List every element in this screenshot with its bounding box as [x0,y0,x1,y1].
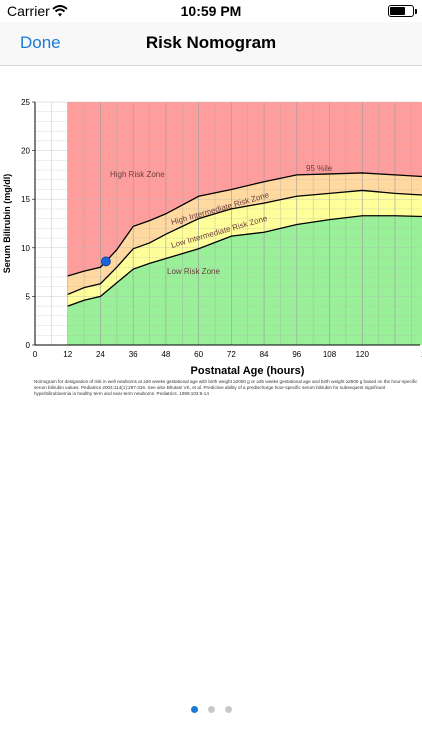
status-bar: Carrier 10:59 PM [0,0,422,22]
x-tick-label: 84 [260,350,269,359]
page-control[interactable] [0,700,422,718]
carrier-label: Carrier [7,3,50,19]
x-axis-label: Postnatal Age (hours) [191,365,305,377]
page-dot[interactable] [190,706,198,713]
high-risk-zone [67,102,422,276]
page-title: Risk Nomogram [145,33,277,52]
x-tick-label: 120 [356,350,370,359]
x-tick-label: 12 [63,350,72,359]
y-axis-label: Serum Bilirubin (mg/dl) [2,174,12,274]
done-button[interactable]: Done [20,33,61,52]
x-tick-label: 0 [33,350,38,359]
percentile-line-1 [67,189,422,296]
y-tick-label: 25 [21,98,30,107]
x-tick-label: 60 [194,350,203,359]
x-tick-label: 108 [323,350,337,359]
x-tick-label: 24 [96,350,105,359]
low-risk-zone [67,215,422,345]
percentile-line-2 [67,215,422,307]
battery-icon [388,5,417,17]
page-dot[interactable] [207,706,215,713]
wifi-icon [52,4,68,20]
chart-svg: 051015202501224364860728496108120144Post… [2,98,422,377]
page-dot[interactable] [224,706,232,713]
y-tick-label: 5 [26,292,31,301]
percentile-95-label: 95 %ile [306,164,333,173]
navigation-bar: Done Risk Nomogram [0,22,422,66]
chart-caption: Nomogram for designation of risk in well… [34,379,418,396]
y-tick-label: 0 [26,341,31,350]
low-intermediate-risk-zone [67,190,422,307]
y-tick-label: 10 [21,244,30,253]
high-intermediate-risk-zone [67,172,422,295]
patient-data-point [101,256,111,267]
low-risk-zone-label: Low Risk Zone [167,267,220,276]
x-tick-label: 48 [161,350,170,359]
risk-nomogram-chart[interactable]: 051015202501224364860728496108120144Post… [0,88,422,388]
clock: 10:59 PM [180,3,242,19]
high-risk-zone-label: High Risk Zone [110,170,165,179]
y-tick-label: 20 [21,147,30,156]
x-tick-label: 72 [227,350,236,359]
y-tick-label: 15 [21,195,30,204]
x-tick-label: 36 [129,350,138,359]
x-tick-label: 96 [292,350,301,359]
